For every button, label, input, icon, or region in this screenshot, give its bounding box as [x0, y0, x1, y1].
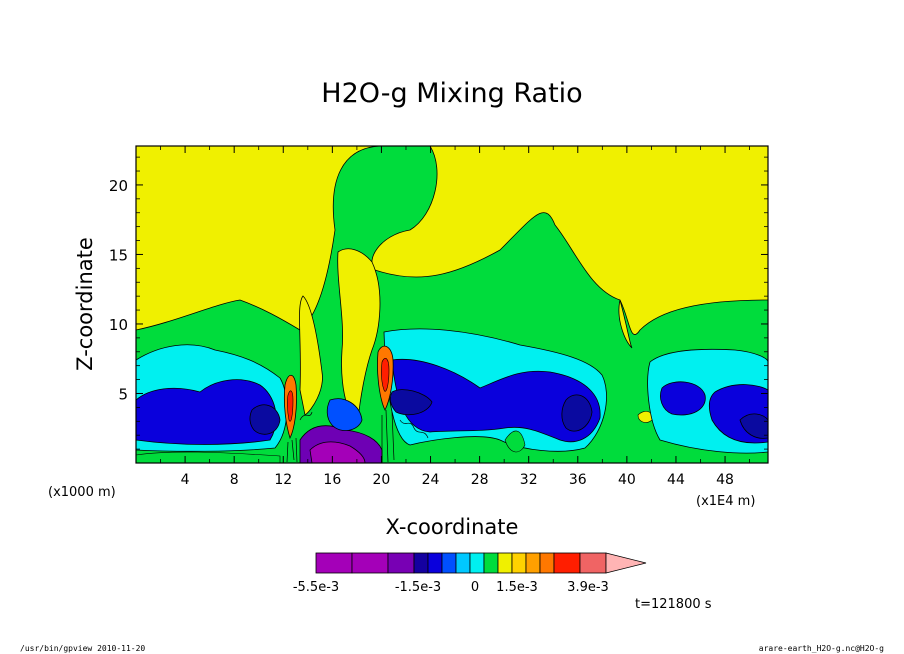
x-tick-label: 4 — [181, 472, 190, 488]
colorbar — [315, 552, 647, 574]
x-unit-right: (x1E4 m) — [696, 494, 755, 509]
contour-lines-center — [381, 409, 429, 463]
colorbar-swatch — [539, 552, 555, 574]
colorbar-tick-label: -5.5e-3 — [293, 580, 339, 595]
plume-left-red — [287, 390, 294, 422]
colorbar-swatch — [497, 552, 513, 574]
time-label: t=121800 s — [635, 597, 712, 612]
colorbar-swatch — [469, 552, 485, 574]
y-axis-label: Z-coordinate — [73, 237, 97, 371]
region-yellow-plume — [337, 248, 381, 421]
region-blue-right-a — [660, 381, 706, 416]
x-tick-label: 40 — [618, 472, 636, 488]
x-tick-label: 12 — [274, 472, 292, 488]
colorbar-tick-labels: -5.5e-3 -1.5e-3 0 1.5e-3 3.9e-3 — [293, 580, 609, 595]
footer-right: arare-earth_H2O-g.nc@H2O-g — [759, 644, 884, 653]
x-tick-label: 48 — [716, 472, 734, 488]
x-axis: 4 8 12 16 20 24 28 32 36 40 44 48 — [160, 146, 750, 488]
colorbar-extend-arrow — [605, 552, 647, 574]
x-tick-label: 24 — [422, 472, 440, 488]
colorbar-tick-label: 0 — [471, 580, 479, 595]
colorbar-swatch — [441, 552, 457, 574]
colorbar-swatch — [427, 552, 443, 574]
colorbar-swatch — [579, 552, 607, 574]
y-tick-label: 20 — [109, 177, 128, 195]
region-sky-blue — [326, 398, 363, 431]
x-tick-label: 8 — [230, 472, 239, 488]
y-axis: 5 10 15 20 — [109, 156, 768, 450]
colorbar-swatch — [553, 552, 581, 574]
region-blue-left — [136, 379, 277, 445]
region-blue-mid — [391, 358, 601, 443]
colorbar-swatch — [315, 552, 353, 574]
region-ground-green — [136, 451, 281, 463]
x-tick-label: 28 — [471, 472, 489, 488]
contour-lines-left — [286, 411, 313, 463]
colorbar-tick-label: 3.9e-3 — [567, 580, 609, 595]
contour-field — [136, 146, 768, 463]
region-navy-mid — [389, 389, 433, 416]
chart-title: H2O-g Mixing Ratio — [321, 78, 582, 109]
x-tick-label: 36 — [569, 472, 587, 488]
colorbar-tick-label: -1.5e-3 — [395, 580, 441, 595]
colorbar-swatch — [525, 552, 541, 574]
region-yellow-gap — [299, 295, 323, 416]
region-navy-right — [561, 394, 593, 432]
colorbar-swatch — [351, 552, 389, 574]
region-navy-left — [249, 404, 281, 435]
x-unit-left: (x1000 m) — [48, 485, 116, 500]
colorbar-swatch — [455, 552, 471, 574]
region-ground-green-mid — [504, 430, 526, 453]
y-tick-label: 15 — [109, 246, 128, 264]
colorbar-swatch — [413, 552, 429, 574]
colorbar-swatch — [483, 552, 499, 574]
y-tick-label: 10 — [109, 316, 128, 334]
x-tick-label: 20 — [373, 472, 391, 488]
y-tick-label: 5 — [118, 385, 128, 403]
x-tick-label: 16 — [323, 472, 341, 488]
plume-center-red — [381, 357, 390, 392]
x-tick-label: 44 — [667, 472, 685, 488]
x-axis-label: X-coordinate — [386, 515, 519, 539]
region-magenta — [309, 441, 366, 463]
x-tick-label: 32 — [520, 472, 538, 488]
colorbar-tick-label: 1.5e-3 — [496, 580, 538, 595]
region-navy-far-right — [739, 413, 768, 439]
plot-frame — [135, 145, 769, 464]
colorbar-swatch — [511, 552, 527, 574]
region-yellow-right — [618, 299, 633, 349]
footer-left: /usr/bin/gpview 2010-11-20 — [20, 644, 145, 653]
colorbar-swatch — [387, 552, 415, 574]
